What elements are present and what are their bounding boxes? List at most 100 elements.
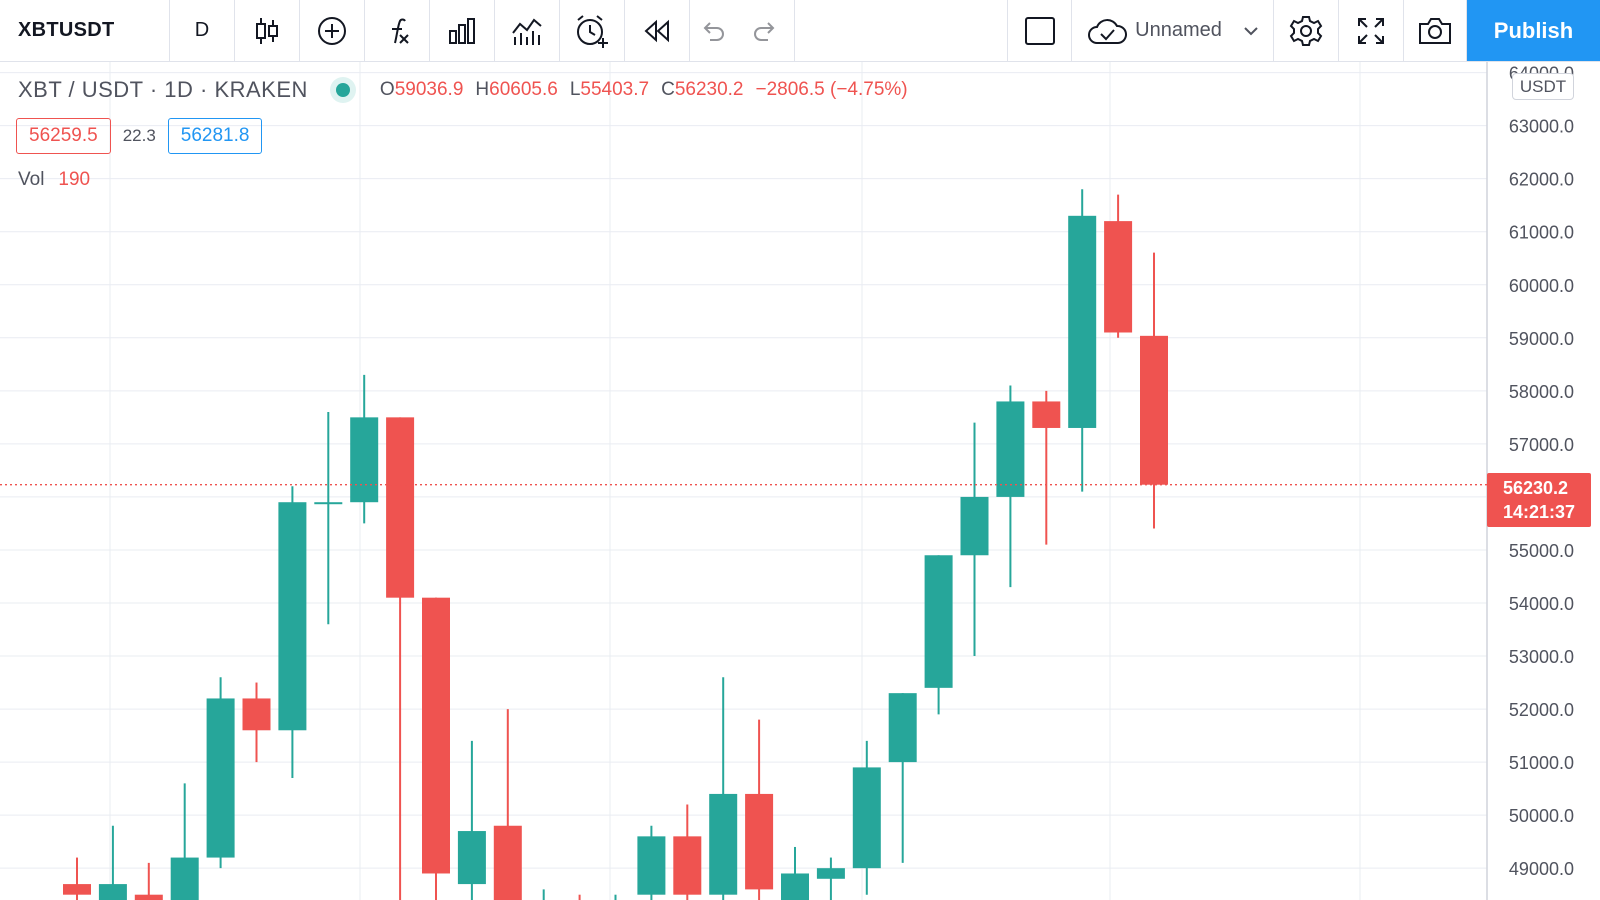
- candle: [457, 740, 486, 900]
- candle-body: [637, 836, 666, 895]
- candles-icon: [254, 16, 280, 46]
- chart-pane[interactable]: 64000.063000.062000.061000.060000.059000…: [0, 62, 1600, 900]
- price-tick-label: 55000.0: [1509, 541, 1574, 561]
- price-tick-label: 60000.0: [1509, 276, 1574, 296]
- candle-body: [493, 825, 522, 900]
- indicators-button[interactable]: [365, 0, 430, 61]
- chart-style-button[interactable]: [235, 0, 300, 61]
- candle: [816, 857, 845, 900]
- price-tick-label: 52000.0: [1509, 700, 1574, 720]
- candle: [673, 804, 702, 900]
- price-tick-label: 57000.0: [1509, 435, 1574, 455]
- chevron-down-icon: [1244, 26, 1258, 36]
- redo-button[interactable]: [735, 0, 795, 61]
- candle-body: [924, 555, 953, 688]
- volume-label: Vol: [18, 169, 45, 190]
- interval-button[interactable]: D: [170, 0, 235, 61]
- low-label: L: [569, 79, 581, 100]
- candle-body: [1104, 221, 1133, 333]
- candle: [1140, 252, 1168, 529]
- spread-value: 22.3: [122, 126, 156, 145]
- candle: [781, 846, 809, 900]
- candle-body: [386, 417, 415, 598]
- financials-button[interactable]: [430, 0, 495, 61]
- candle: [924, 555, 953, 715]
- candle-body: [1068, 215, 1097, 428]
- change-value: −2806.5 (−4.75%): [755, 79, 908, 100]
- last-price-label: 56230.2 14:21:37: [1487, 472, 1591, 527]
- candle-body: [673, 836, 702, 895]
- candle: [1104, 194, 1133, 338]
- templates-icon: [510, 15, 544, 47]
- save-layout-button[interactable]: Unnamed: [1072, 0, 1274, 61]
- candle: [386, 417, 415, 900]
- layout-icon: [1024, 16, 1056, 46]
- high-label: H: [475, 79, 490, 100]
- candle-body: [242, 698, 271, 731]
- candle: [709, 677, 738, 900]
- candle-body: [1032, 401, 1061, 428]
- candle: [350, 374, 379, 524]
- buy-price-button[interactable]: 56281.8: [167, 118, 263, 154]
- candle-body: [996, 401, 1025, 497]
- grid: [0, 62, 1487, 900]
- candle-body: [98, 884, 127, 900]
- open-value: 59036.9: [394, 79, 464, 100]
- symbol-search-button[interactable]: XBTUSDT: [0, 0, 170, 61]
- close-label: C: [661, 79, 675, 100]
- candlestick-chart[interactable]: 64000.063000.062000.061000.060000.059000…: [0, 62, 1600, 900]
- price-tick-label: 51000.0: [1509, 753, 1574, 773]
- price-tick-label: 53000.0: [1509, 647, 1574, 667]
- undo-button[interactable]: [690, 0, 735, 61]
- candle: [852, 740, 881, 895]
- candle: [637, 825, 666, 900]
- candle: [996, 385, 1025, 588]
- templates-button[interactable]: [495, 0, 560, 61]
- candle: [134, 862, 163, 900]
- candle-body: [170, 857, 199, 900]
- replay-button[interactable]: [625, 0, 690, 61]
- candle: [888, 693, 917, 863]
- candle: [614, 894, 617, 900]
- candle-body: [206, 698, 235, 858]
- candle-body: [960, 496, 989, 556]
- candle-body: [350, 417, 379, 503]
- legend-symbol[interactable]: XBT / USDT · 1D · KRAKEN: [18, 77, 308, 102]
- alert-button[interactable]: [560, 0, 625, 61]
- price-tick-label: 63000.0: [1509, 117, 1574, 137]
- compare-add-icon: [316, 15, 348, 47]
- layout-button[interactable]: [1007, 0, 1072, 61]
- candle: [206, 677, 235, 869]
- symbol-legend[interactable]: XBT / USDT · 1D · KRAKEN O59036.9 H60605…: [18, 77, 908, 103]
- volume-legend[interactable]: Vol 190: [18, 169, 90, 191]
- price-tick-label: 62000.0: [1509, 170, 1574, 190]
- fullscreen-button[interactable]: [1339, 0, 1404, 61]
- fullscreen-icon: [1356, 16, 1386, 46]
- publish-button[interactable]: Publish: [1467, 0, 1600, 61]
- candle-body: [709, 793, 738, 895]
- last-price-value: 56230.2: [1503, 477, 1569, 498]
- candle: [960, 422, 989, 657]
- candle: [422, 597, 450, 900]
- compare-add-button[interactable]: [300, 0, 365, 61]
- candle: [745, 719, 774, 900]
- price-tick-label: 58000.0: [1509, 382, 1574, 402]
- camera-icon: [1417, 16, 1453, 46]
- undo-icon: [700, 20, 726, 42]
- high-value: 60605.6: [489, 79, 558, 100]
- candle: [278, 486, 307, 779]
- candle-body: [134, 894, 163, 900]
- layout-name: Unnamed: [1135, 19, 1222, 41]
- price-tick-label: 50000.0: [1509, 806, 1574, 826]
- alert-icon: [574, 14, 610, 48]
- price-tick-label: 59000.0: [1509, 329, 1574, 349]
- price-tick-label: 61000.0: [1509, 223, 1574, 243]
- candle-body: [457, 831, 486, 885]
- price-tick-label: 49000.0: [1509, 859, 1574, 879]
- snapshot-button[interactable]: [1404, 0, 1467, 61]
- candle: [1032, 390, 1061, 545]
- candle: [578, 894, 581, 900]
- currency-unit-button[interactable]: USDT: [1512, 73, 1574, 100]
- settings-button[interactable]: [1274, 0, 1339, 61]
- sell-price-button[interactable]: 56259.5: [16, 118, 111, 154]
